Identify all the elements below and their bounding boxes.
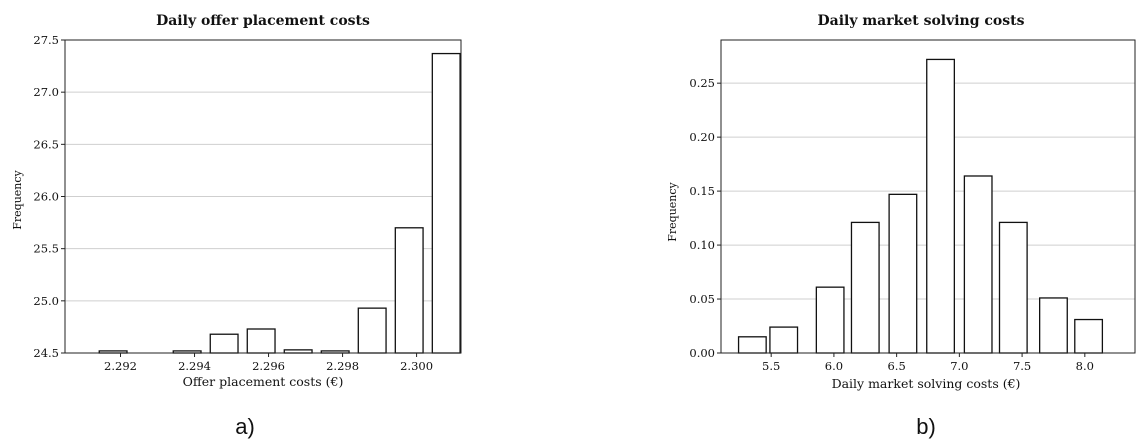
y-axis-label: Frequency: [11, 169, 24, 229]
y-tick-label: 25.0: [33, 294, 59, 308]
x-tick-label: 2.300: [400, 359, 433, 373]
chart-title: Daily offer placement costs: [156, 13, 370, 29]
y-tick-label: 24.5: [33, 346, 59, 360]
y-tick-label: 0.25: [689, 76, 715, 90]
x-tick-label: 2.292: [104, 359, 137, 373]
x-tick-label: 2.294: [178, 359, 211, 373]
x-axis-label: Offer placement costs (€): [183, 374, 344, 389]
bar: [769, 326, 799, 354]
y-tick-label: 0.20: [689, 130, 715, 144]
bar: [926, 58, 955, 354]
chart-panel-a: Daily offer placement costs 24.5 25.0 25.5…: [11, 13, 462, 439]
y-tick-label: 27.5: [33, 33, 59, 47]
y-axis-label: Frequency: [666, 181, 679, 241]
y-tick-label: 27.0: [33, 85, 59, 99]
bar: [815, 286, 845, 354]
y-tick-label: 26.0: [33, 190, 59, 204]
bar: [998, 221, 1028, 354]
bar: [888, 193, 918, 354]
panel-label-a: a): [235, 414, 255, 439]
y-tick-label: 0.00: [689, 346, 715, 360]
y-tick-label: 26.5: [33, 137, 59, 151]
y-tick-label: 0.10: [689, 238, 715, 252]
x-tick-label: 2.298: [326, 359, 359, 373]
bars: [737, 58, 1104, 354]
x-tick-label: 5.5: [762, 359, 780, 373]
x-tick-label: 2.296: [252, 359, 285, 373]
bar: [737, 336, 767, 354]
y-tick-label: 0.15: [689, 184, 715, 198]
x-tick-label: 7.0: [950, 359, 968, 373]
y-tick-label: 0.05: [689, 292, 715, 306]
bar: [394, 227, 424, 354]
bar: [209, 333, 239, 354]
plot-frame: [720, 39, 1136, 354]
panel-label-b: b): [916, 414, 936, 439]
chart-title: Daily market solving costs: [818, 13, 1025, 29]
bar: [431, 52, 461, 354]
x-tick-label: 7.5: [1013, 359, 1031, 373]
x-tick-label: 6.0: [825, 359, 843, 373]
x-tick-label: 8.0: [1076, 359, 1094, 373]
y-tick-label: 25.5: [33, 242, 59, 256]
x-tick-label: 6.5: [887, 359, 905, 373]
x-axis-ticks: 5.5 6.0 6.5 7.0 7.5 8.0: [762, 353, 1094, 373]
bar: [357, 307, 387, 354]
x-axis-ticks: 2.292 2.294 2.296 2.298 2.300: [104, 353, 433, 373]
y-axis-ticks: 24.5 25.0 25.5 26.0 26.5 27.0 27.5: [33, 33, 65, 360]
bar: [1074, 318, 1104, 354]
y-axis-ticks: 0.00 0.05 0.10 0.15 0.20 0.25: [689, 76, 721, 360]
bar: [963, 175, 993, 354]
bars: [98, 52, 461, 354]
chart-panel-b: Daily market solving costs 0.000.050.100…: [666, 13, 1136, 439]
bar: [850, 221, 880, 354]
bar: [1039, 297, 1068, 354]
x-axis-label: Daily market solving costs (€): [832, 376, 1021, 391]
bar: [246, 328, 276, 354]
